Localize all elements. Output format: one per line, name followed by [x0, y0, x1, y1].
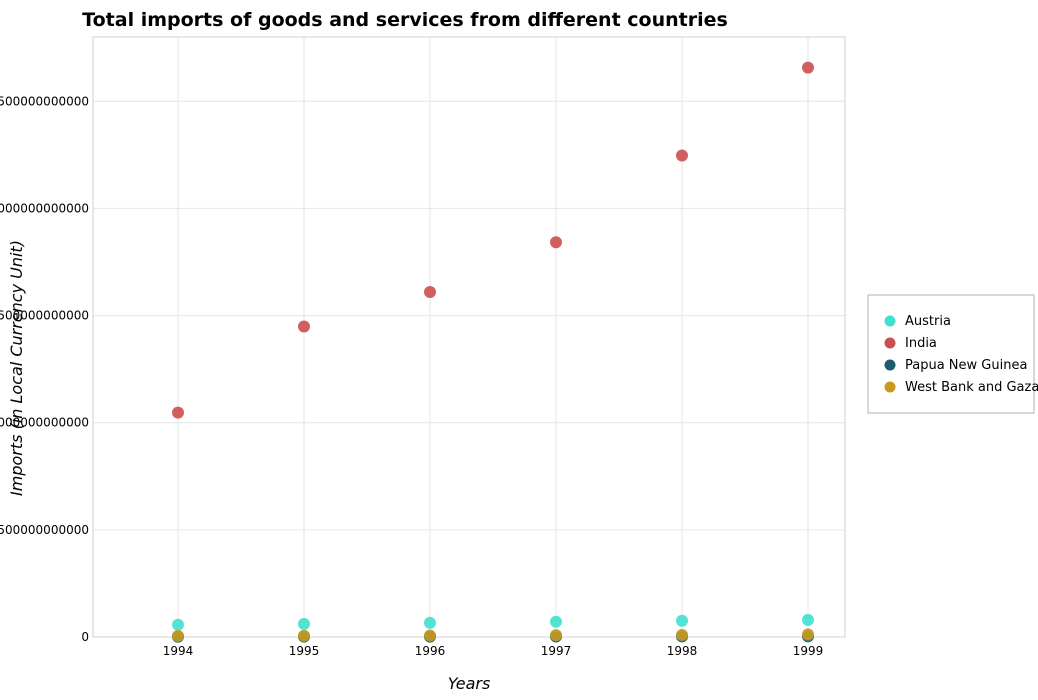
y-tick-label: 2000000000000 — [0, 201, 89, 215]
y-tick-label: 0 — [81, 630, 89, 644]
x-tick-label: 1996 — [415, 644, 446, 658]
legend-label: Austria — [905, 314, 951, 329]
point-austria — [676, 614, 688, 627]
grid — [93, 37, 845, 638]
legend-marker — [884, 381, 896, 393]
y-tick-label: 1500000000000 — [0, 309, 89, 323]
y-tick-label: 2500000000000 — [0, 94, 89, 108]
legend-box — [867, 294, 1035, 414]
point-austria — [550, 615, 562, 628]
point-india — [550, 236, 562, 249]
y-tick-label: 1000000000000 — [0, 416, 89, 430]
point-west-bank-and-gaza — [172, 629, 184, 642]
plot-frame — [92, 36, 846, 638]
legend: Austria India Papua New Guinea West Bank an… — [867, 294, 1038, 414]
y-axis-label: Imports (in Local Currency Unit) — [7, 240, 26, 496]
data-points — [172, 61, 814, 643]
legend-label: Papua New Guinea — [905, 358, 1027, 373]
x-axis-label: Years — [448, 674, 491, 693]
plot-border — [92, 36, 846, 638]
point-india — [172, 406, 184, 419]
x-tick-label: 1994 — [163, 644, 194, 658]
y-axis-ticks: 0 500000000000 1000000000000 1500000000000 2… — [0, 94, 89, 644]
x-tick-label: 1998 — [667, 644, 698, 658]
legend-marker — [884, 337, 896, 349]
x-tick-label: 1995 — [289, 644, 320, 658]
point-india — [298, 320, 310, 333]
legend-label: West Bank and Gaza — [905, 380, 1038, 395]
point-india — [424, 286, 436, 298]
x-tick-label: 1999 — [793, 644, 824, 658]
point-austria — [298, 617, 310, 630]
legend-marker — [884, 315, 896, 327]
point-austria — [424, 616, 436, 629]
legend-label: India — [905, 336, 937, 351]
point-west-bank-and-gaza — [550, 629, 562, 642]
point-west-bank-and-gaza — [424, 629, 436, 642]
point-india — [676, 149, 688, 162]
point-west-bank-and-gaza — [298, 629, 310, 642]
legend-marker — [884, 359, 896, 371]
point-india — [802, 61, 814, 74]
point-west-bank-and-gaza — [802, 628, 814, 641]
y-tick-label: 500000000000 — [0, 523, 89, 537]
chart-title: Total imports of goods and services from… — [82, 9, 728, 31]
point-austria — [172, 618, 184, 631]
x-axis-ticks: 1994 1995 1996 1997 1998 1999 — [163, 644, 824, 658]
x-tick-label: 1997 — [541, 644, 572, 658]
point-austria — [802, 613, 814, 626]
point-west-bank-and-gaza — [676, 628, 688, 641]
